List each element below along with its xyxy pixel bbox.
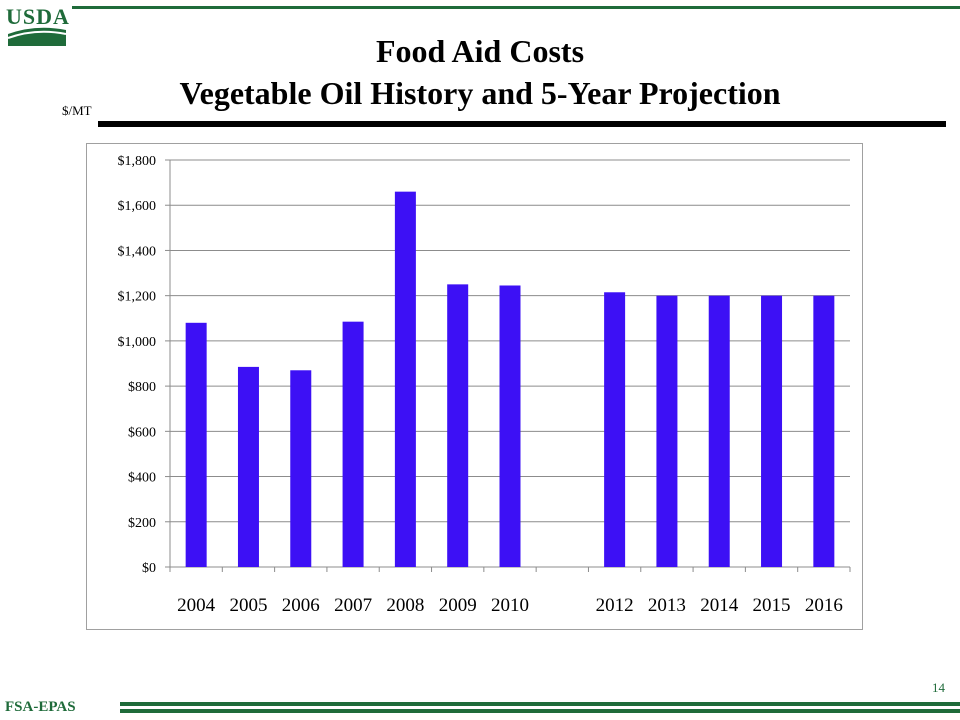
bar [342,321,364,567]
y-tick-label: $1,800 [118,154,157,169]
y-tick-label: $600 [128,425,156,440]
unit-label: $/MT [62,103,92,118]
usda-logo-swoosh [7,27,67,46]
page-number: 14 [932,680,945,695]
bar [604,292,626,567]
x-tick-label: 2014 [700,595,739,616]
bar [185,322,207,567]
bar [290,370,312,567]
x-tick-label: 2005 [229,595,267,616]
y-tick-label: $1,600 [118,199,157,214]
bar [394,191,416,567]
x-tick-label: 2004 [177,595,216,616]
x-tick-label: 2016 [805,595,843,616]
y-tick-label: $1,400 [118,244,157,259]
page-title: Food Aid Costs Vegetable Oil History and… [120,30,840,114]
x-tick-label: 2008 [386,595,424,616]
footer-rule-1 [120,702,960,706]
usda-logo-text: USDA [6,4,70,29]
x-tick-label: 2009 [439,595,477,616]
footer-label: FSA-EPAS [5,699,76,715]
y-tick-label: $1,200 [118,290,157,305]
x-tick-label: 2012 [596,595,634,616]
x-tick-label: 2010 [491,595,529,616]
bar [813,295,835,567]
bar [708,295,730,567]
bar [447,284,469,567]
x-tick-label: 2006 [282,595,320,616]
x-tick-label: 2007 [334,595,372,616]
y-tick-label: $400 [128,471,156,486]
bar [499,285,521,567]
title-rule [98,121,946,127]
footer-rule-2 [120,709,960,713]
y-tick-label: $1,000 [118,335,157,350]
y-tick-label: $200 [128,516,156,531]
title-line-1: Food Aid Costs [375,33,585,69]
bar [761,295,783,567]
y-tick-label: $800 [128,380,156,395]
x-tick-label: 2013 [648,595,686,616]
x-tick-label: 2015 [753,595,791,616]
bar [237,366,259,567]
header-rule [72,6,960,9]
usda-logo: USDA [6,4,70,46]
title-line-2: Vegetable Oil History and 5-Year Project… [179,75,781,111]
bar [656,295,678,567]
y-tick-label: $0 [142,561,156,576]
